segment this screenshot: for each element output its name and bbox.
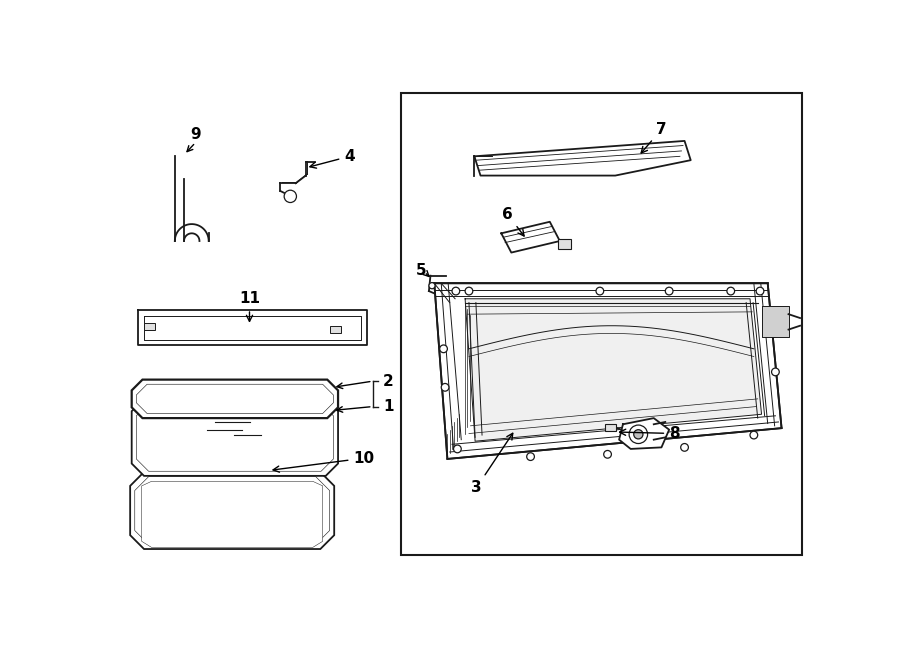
- Polygon shape: [131, 379, 338, 418]
- Circle shape: [665, 288, 673, 295]
- Circle shape: [770, 330, 778, 337]
- Text: 2: 2: [382, 373, 393, 389]
- Polygon shape: [435, 284, 781, 459]
- Polygon shape: [501, 222, 560, 253]
- Bar: [605, 424, 616, 431]
- Circle shape: [526, 453, 535, 461]
- Polygon shape: [130, 472, 334, 549]
- Text: 5: 5: [416, 263, 427, 278]
- Polygon shape: [465, 299, 761, 442]
- Circle shape: [771, 368, 779, 375]
- Polygon shape: [761, 307, 788, 337]
- Bar: [401, 93, 803, 555]
- Circle shape: [596, 288, 604, 295]
- Circle shape: [441, 383, 449, 391]
- Text: 3: 3: [472, 433, 513, 495]
- Polygon shape: [136, 403, 333, 471]
- Polygon shape: [131, 399, 338, 476]
- Polygon shape: [135, 477, 329, 545]
- Circle shape: [756, 288, 764, 295]
- Circle shape: [284, 190, 296, 202]
- Text: 6: 6: [502, 207, 524, 236]
- Circle shape: [629, 425, 648, 444]
- Text: 9: 9: [190, 128, 201, 142]
- Circle shape: [440, 345, 447, 353]
- Polygon shape: [144, 316, 361, 340]
- Bar: [144, 323, 155, 330]
- Circle shape: [680, 444, 688, 451]
- Circle shape: [604, 450, 611, 458]
- Polygon shape: [138, 310, 367, 345]
- Circle shape: [454, 445, 462, 453]
- Circle shape: [429, 283, 435, 289]
- Text: 10: 10: [273, 451, 374, 472]
- Circle shape: [452, 288, 460, 295]
- Circle shape: [727, 288, 734, 295]
- Polygon shape: [141, 481, 322, 547]
- Text: 1: 1: [382, 399, 393, 414]
- Text: 7: 7: [641, 122, 667, 153]
- Circle shape: [750, 431, 758, 439]
- Polygon shape: [474, 141, 690, 176]
- Bar: [330, 326, 341, 333]
- Text: 4: 4: [310, 149, 355, 168]
- Text: 8: 8: [619, 426, 680, 441]
- Circle shape: [634, 430, 643, 439]
- Circle shape: [465, 288, 472, 295]
- Polygon shape: [136, 384, 333, 414]
- Polygon shape: [619, 418, 669, 449]
- Text: 11: 11: [239, 292, 260, 321]
- Bar: [557, 239, 572, 249]
